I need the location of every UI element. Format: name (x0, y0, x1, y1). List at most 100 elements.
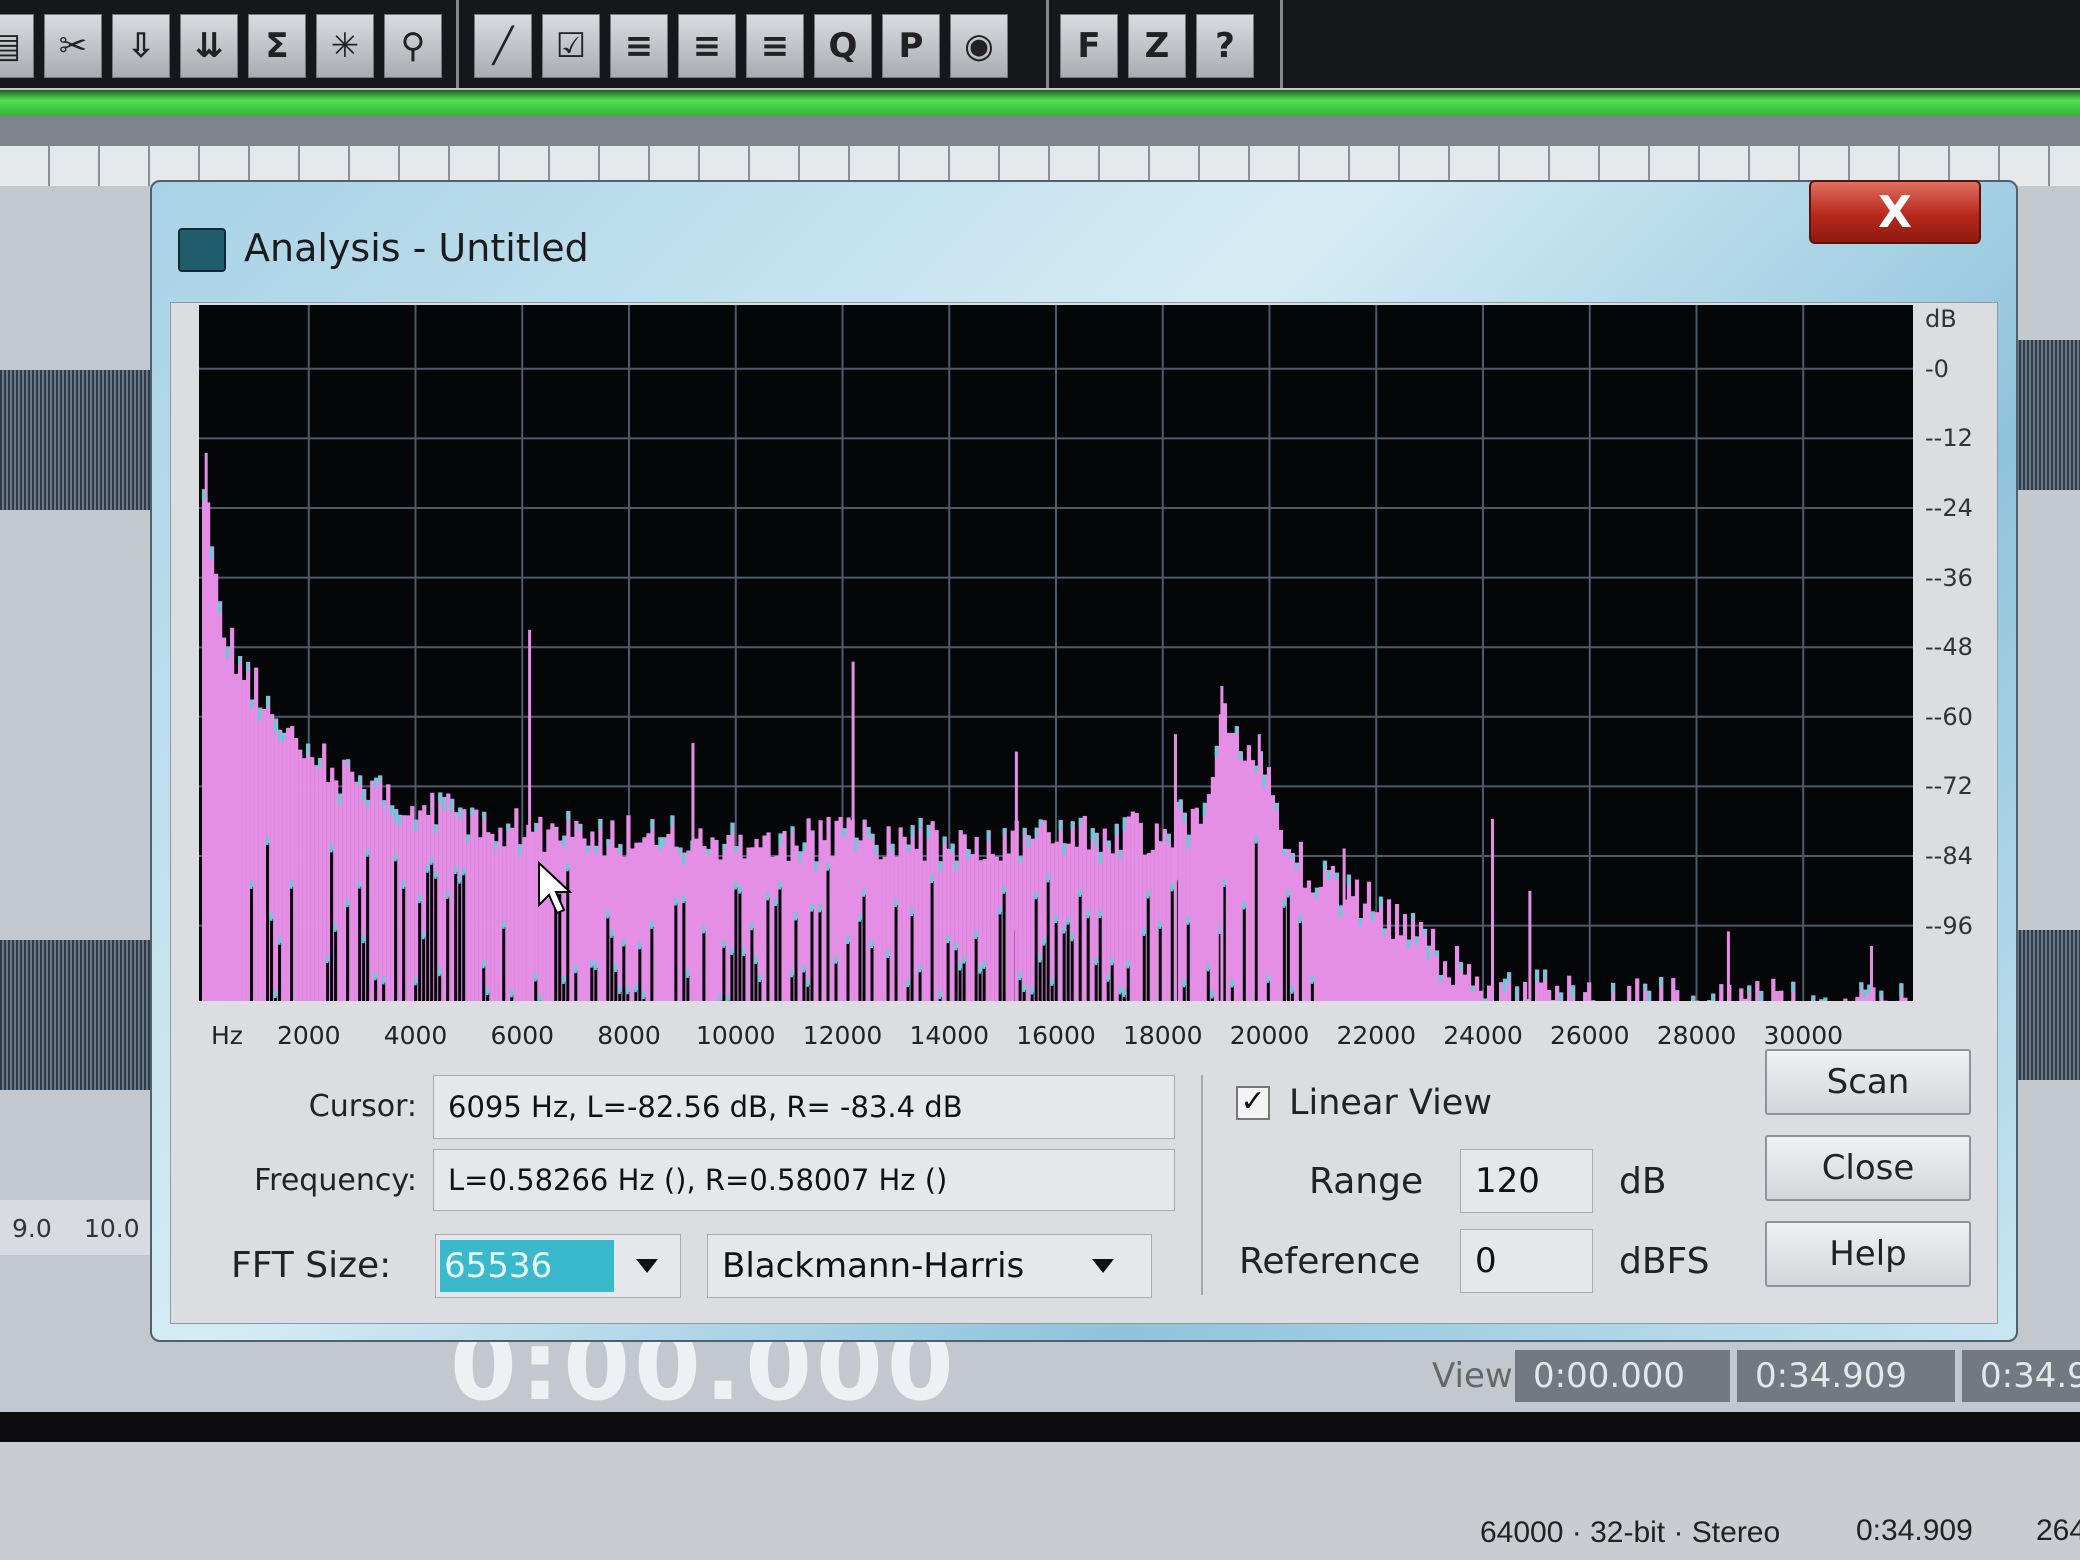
waveform-left-channel[interactable] (0, 370, 150, 510)
spectrum-bin-edge (1747, 985, 1750, 993)
spectrum-bin-gap-edge (674, 897, 677, 906)
waveform-icon[interactable]: ≡ (746, 14, 804, 78)
range-input[interactable]: 120 (1460, 1149, 1593, 1213)
spectrum-bin (1042, 820, 1047, 1001)
reference-input[interactable]: 0 (1460, 1229, 1593, 1293)
spectrum-bin-gap (1142, 934, 1146, 1001)
spectrum-bin-gap (1182, 985, 1186, 1001)
spectrum-bin-gap (614, 970, 618, 1001)
waveform-right-channel-edge[interactable] (2015, 930, 2080, 1080)
spectrum-bin (1543, 969, 1548, 1001)
help-icon[interactable]: ? (1196, 14, 1254, 78)
scroll-icon[interactable]: Z (1128, 14, 1186, 78)
q-document-icon[interactable]: Q (814, 14, 872, 78)
analysis-icon[interactable]: ╱ (474, 14, 532, 78)
mix-paste-icon[interactable]: ⇩ (112, 14, 170, 78)
spectrum-bin-gap-edge (870, 939, 874, 948)
help-button[interactable]: Help (1765, 1221, 1971, 1287)
spectrum-bin-gap (634, 990, 638, 1001)
spectrum-bin (1903, 997, 1908, 1001)
spectrum-bin (410, 806, 415, 1001)
spectrum-bin-gap-edge (334, 923, 337, 932)
spectrum-bin (1242, 760, 1248, 1001)
close-button[interactable]: Close (1765, 1135, 1971, 1201)
timeline-ruler[interactable] (0, 146, 2080, 186)
spectrum-bin-gap-edge (626, 986, 629, 995)
spectrum-bin (1430, 928, 1436, 1001)
spectrum-bin-gap (1242, 907, 1246, 1001)
spectrum-bin-edge (1346, 874, 1350, 886)
spectrum-bin-edge (986, 830, 990, 841)
spectrum-bin-edge (966, 849, 970, 860)
window-function-select[interactable]: Blackmann-Harris (707, 1234, 1152, 1298)
close-window-button[interactable]: X (1809, 180, 1981, 244)
chevron-down-icon[interactable] (636, 1259, 658, 1273)
view-start-field[interactable]: 0:00.000 (1515, 1350, 1730, 1402)
spectrum-bin (1547, 990, 1552, 1001)
spectrum-bin (522, 837, 527, 1001)
spectrum-bin-gap-edge (610, 929, 613, 938)
spectrum-bin (546, 829, 551, 1001)
spectrum-bin-edge (1643, 983, 1646, 990)
paste-icon[interactable]: ▤ (0, 14, 34, 78)
spectrum-bin-gap-edge (1222, 878, 1226, 887)
spectrum-bin-edge (394, 808, 397, 823)
insert-icon[interactable]: ⇊ (180, 14, 238, 78)
spectrum-bin-edge (1274, 802, 1278, 811)
spectrum-bin-gap-edge (382, 976, 385, 985)
spectrum-bin (1843, 998, 1848, 1001)
spectrum-bin (510, 827, 515, 1001)
cut-icon[interactable]: ✂ (44, 14, 102, 78)
eq-icon[interactable]: ≡ (678, 14, 736, 78)
scan-button[interactable]: Scan (1765, 1049, 1971, 1115)
x-tick-label: 22000 (1336, 1021, 1417, 1050)
divider (1201, 1075, 1203, 1295)
spectrum-bin-gap-edge (1050, 977, 1054, 986)
spectrum-icon[interactable]: ✳ (316, 14, 374, 78)
spectrum-bin (694, 838, 699, 1001)
checklist-icon[interactable]: ☑ (542, 14, 600, 78)
spectrum-bin-gap-edge (794, 912, 797, 921)
meter-icon[interactable]: ≡ (610, 14, 668, 78)
cd-icon[interactable]: ◉ (950, 14, 1008, 78)
spectrum-bin-gap-edge (810, 903, 813, 912)
x-tick-label: 16000 (1016, 1021, 1096, 1050)
spectrum-bin (1030, 838, 1035, 1001)
window-function-value: Blackmann-Harris (722, 1246, 1025, 1286)
spectrum-bin (390, 805, 395, 1001)
f-icon[interactable]: F (1060, 14, 1118, 78)
spectrum-bin-gap (1282, 905, 1286, 1001)
chevron-down-icon[interactable] (1092, 1259, 1114, 1273)
spectrum-bin-edge (1034, 827, 1038, 837)
spectrum-bin (654, 844, 659, 1001)
linear-view-checkbox[interactable]: ✓ (1236, 1086, 1270, 1120)
spectrum-bin-gap (870, 945, 874, 1001)
waveform-left-channel-edge[interactable] (2015, 340, 2080, 490)
spectrum-bin (314, 765, 319, 1001)
view-end-field[interactable]: 0:34.909 (1737, 1350, 1955, 1402)
spectrum-bin (1410, 913, 1416, 1001)
waveform-right-channel[interactable] (0, 940, 150, 1090)
fft-size-select[interactable]: 65536 (435, 1234, 681, 1298)
spectrum-chart[interactable] (199, 305, 1913, 1011)
spectrum-bin-gap-edge (730, 946, 733, 955)
zoom-waveform-icon[interactable]: Σ (248, 14, 306, 78)
spectrum-bin (494, 841, 499, 1001)
spectrum-bin-gap-edge (594, 962, 597, 971)
spectrum-bin-gap (366, 854, 370, 1001)
spectrum-bin-gap (430, 862, 434, 1001)
spectrum-plot[interactable] (199, 305, 1913, 1011)
spectrum-bin (1462, 974, 1468, 1001)
find-icon[interactable]: ⚲ (384, 14, 442, 78)
spectrum-bin (758, 847, 763, 1001)
spectrum-bin-gap (974, 936, 978, 1001)
spectrum-bin (782, 830, 787, 1001)
view-length-field[interactable]: 0:34.9 (1962, 1350, 2080, 1402)
spectrum-bin-edge (1038, 819, 1042, 826)
spectrum-bin-edge (722, 843, 725, 851)
spectrum-bin (742, 858, 747, 1001)
spectrum-bin-gap-edge (1122, 988, 1126, 997)
spectrum-bin-gap-edge (446, 890, 449, 899)
x-tick-label: 6000 (490, 1021, 555, 1050)
p-document-icon[interactable]: P (882, 14, 940, 78)
